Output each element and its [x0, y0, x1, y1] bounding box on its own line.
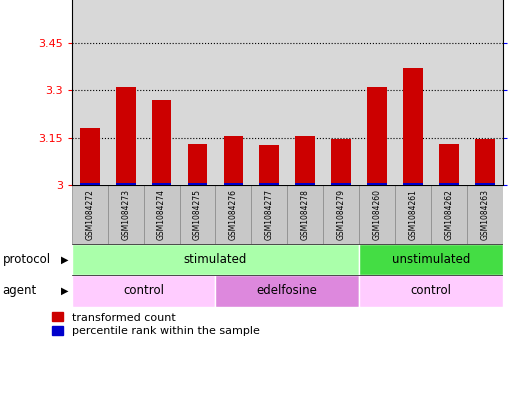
Bar — [72, 185, 108, 244]
Bar — [215, 185, 251, 244]
Text: ▶: ▶ — [61, 254, 68, 264]
Text: GSM1084261: GSM1084261 — [408, 189, 418, 240]
Text: GSM1084278: GSM1084278 — [301, 189, 310, 240]
Bar — [331, 139, 351, 185]
Bar — [180, 185, 215, 244]
Bar — [403, 68, 423, 185]
Text: control: control — [410, 284, 451, 298]
Bar — [80, 128, 100, 185]
Bar — [295, 183, 315, 185]
Text: GSM1084277: GSM1084277 — [265, 189, 274, 241]
Text: GSM1084273: GSM1084273 — [121, 189, 130, 241]
Bar — [287, 0, 323, 185]
Bar — [403, 183, 423, 185]
Bar — [359, 244, 503, 275]
Bar — [367, 183, 387, 185]
Bar — [287, 185, 323, 244]
Text: GSM1084276: GSM1084276 — [229, 189, 238, 241]
Bar — [152, 183, 171, 185]
Bar — [260, 183, 279, 185]
Text: protocol: protocol — [3, 253, 51, 266]
Text: agent: agent — [3, 284, 37, 298]
Bar — [367, 87, 387, 185]
Text: unstimulated: unstimulated — [392, 253, 470, 266]
Bar — [215, 275, 359, 307]
Text: stimulated: stimulated — [184, 253, 247, 266]
Bar — [323, 0, 359, 185]
Bar — [144, 0, 180, 185]
Bar — [359, 185, 395, 244]
Bar — [323, 185, 359, 244]
Bar — [431, 185, 467, 244]
Bar — [359, 275, 503, 307]
Bar — [215, 0, 251, 185]
Bar — [72, 0, 108, 185]
Bar — [108, 0, 144, 185]
Bar — [359, 0, 395, 185]
Bar — [72, 244, 359, 275]
Bar — [439, 183, 459, 185]
Bar — [395, 0, 431, 185]
Bar — [251, 185, 287, 244]
Text: GSM1084262: GSM1084262 — [444, 189, 453, 240]
Bar — [431, 0, 467, 185]
Text: GSM1084272: GSM1084272 — [85, 189, 94, 240]
Bar — [224, 136, 243, 185]
Bar — [224, 183, 243, 185]
Bar — [395, 185, 431, 244]
Bar — [260, 145, 279, 185]
Text: edelfosine: edelfosine — [257, 284, 318, 298]
Bar — [152, 100, 171, 185]
Bar — [467, 0, 503, 185]
Bar — [188, 144, 207, 185]
Bar — [475, 183, 495, 185]
Bar — [108, 185, 144, 244]
Bar — [439, 144, 459, 185]
Bar — [72, 275, 215, 307]
Text: GSM1084263: GSM1084263 — [480, 189, 489, 241]
Text: GSM1084275: GSM1084275 — [193, 189, 202, 241]
Bar — [475, 139, 495, 185]
Text: ▶: ▶ — [61, 286, 68, 296]
Text: GSM1084274: GSM1084274 — [157, 189, 166, 241]
Bar — [180, 0, 215, 185]
Bar — [80, 183, 100, 185]
Bar — [116, 87, 135, 185]
Legend: transformed count, percentile rank within the sample: transformed count, percentile rank withi… — [52, 312, 260, 336]
Bar — [467, 185, 503, 244]
Text: GSM1084279: GSM1084279 — [337, 189, 346, 241]
Text: control: control — [123, 284, 164, 298]
Text: GSM1084260: GSM1084260 — [372, 189, 382, 241]
Bar — [116, 183, 135, 185]
Bar — [144, 185, 180, 244]
Bar — [251, 0, 287, 185]
Bar — [295, 136, 315, 185]
Bar — [331, 183, 351, 185]
Bar — [188, 183, 207, 185]
